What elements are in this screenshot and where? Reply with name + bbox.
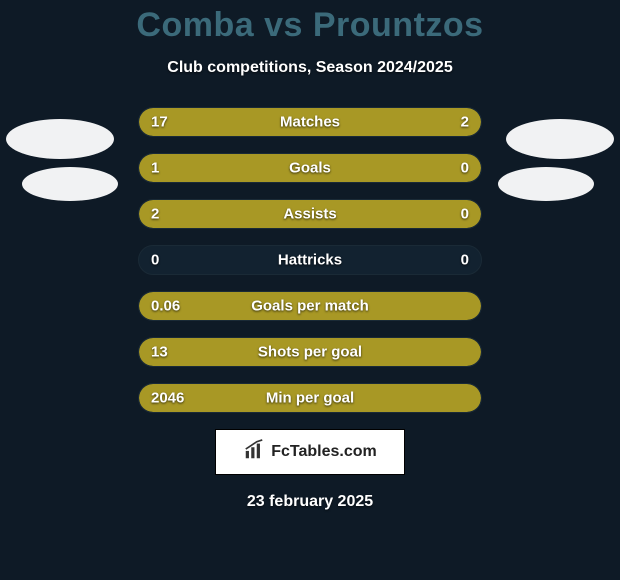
stat-label: Shots per goal bbox=[258, 344, 362, 361]
chart-icon bbox=[243, 439, 265, 466]
player-right-avatar-2 bbox=[498, 167, 594, 201]
stat-row: 13 Shots per goal bbox=[138, 337, 482, 367]
stat-fill-left bbox=[139, 154, 406, 182]
stat-value-left: 0.06 bbox=[151, 298, 180, 315]
stat-value-right: 2 bbox=[461, 114, 469, 131]
stat-label: Assists bbox=[283, 206, 336, 223]
player-left-avatar-1 bbox=[6, 119, 114, 159]
stat-fill-right bbox=[406, 108, 481, 136]
stat-label: Hattricks bbox=[278, 252, 342, 269]
stat-value-left: 0 bbox=[151, 252, 159, 269]
page-subtitle: Club competitions, Season 2024/2025 bbox=[0, 59, 620, 77]
stats-arena: 17 2 Matches 1 0 Goals 2 0 Assists 0 0 Hattricks 0.0… bbox=[0, 107, 620, 413]
player-left-avatar-2 bbox=[22, 167, 118, 201]
stat-value-right: 0 bbox=[461, 252, 469, 269]
stat-value-left: 1 bbox=[151, 160, 159, 177]
stat-value-left: 2046 bbox=[151, 390, 184, 407]
stat-row: 0.06 Goals per match bbox=[138, 291, 482, 321]
stat-label: Matches bbox=[280, 114, 340, 131]
stat-fill-right bbox=[406, 200, 481, 228]
stat-row: 0 0 Hattricks bbox=[138, 245, 482, 275]
stat-row: 2046 Min per goal bbox=[138, 383, 482, 413]
stat-row: 2 0 Assists bbox=[138, 199, 482, 229]
stat-value-left: 2 bbox=[151, 206, 159, 223]
stat-value-right: 0 bbox=[461, 206, 469, 223]
stat-fill-left bbox=[139, 108, 406, 136]
stat-rows: 17 2 Matches 1 0 Goals 2 0 Assists 0 0 Hattricks 0.0… bbox=[138, 107, 482, 413]
stat-value-left: 13 bbox=[151, 344, 168, 361]
brand-text: FcTables.com bbox=[271, 443, 377, 461]
footer-date: 23 february 2025 bbox=[0, 493, 620, 511]
stat-label: Goals bbox=[289, 160, 331, 177]
brand-badge[interactable]: FcTables.com bbox=[215, 429, 405, 475]
stat-label: Goals per match bbox=[251, 298, 369, 315]
stat-fill-left bbox=[139, 200, 406, 228]
player-right-avatar-1 bbox=[506, 119, 614, 159]
stat-value-right: 0 bbox=[461, 160, 469, 177]
stat-fill-right bbox=[406, 154, 481, 182]
stat-row: 1 0 Goals bbox=[138, 153, 482, 183]
stat-row: 17 2 Matches bbox=[138, 107, 482, 137]
stat-label: Min per goal bbox=[266, 390, 354, 407]
stat-value-left: 17 bbox=[151, 114, 168, 131]
page-title: Comba vs Prountzos bbox=[0, 0, 620, 45]
